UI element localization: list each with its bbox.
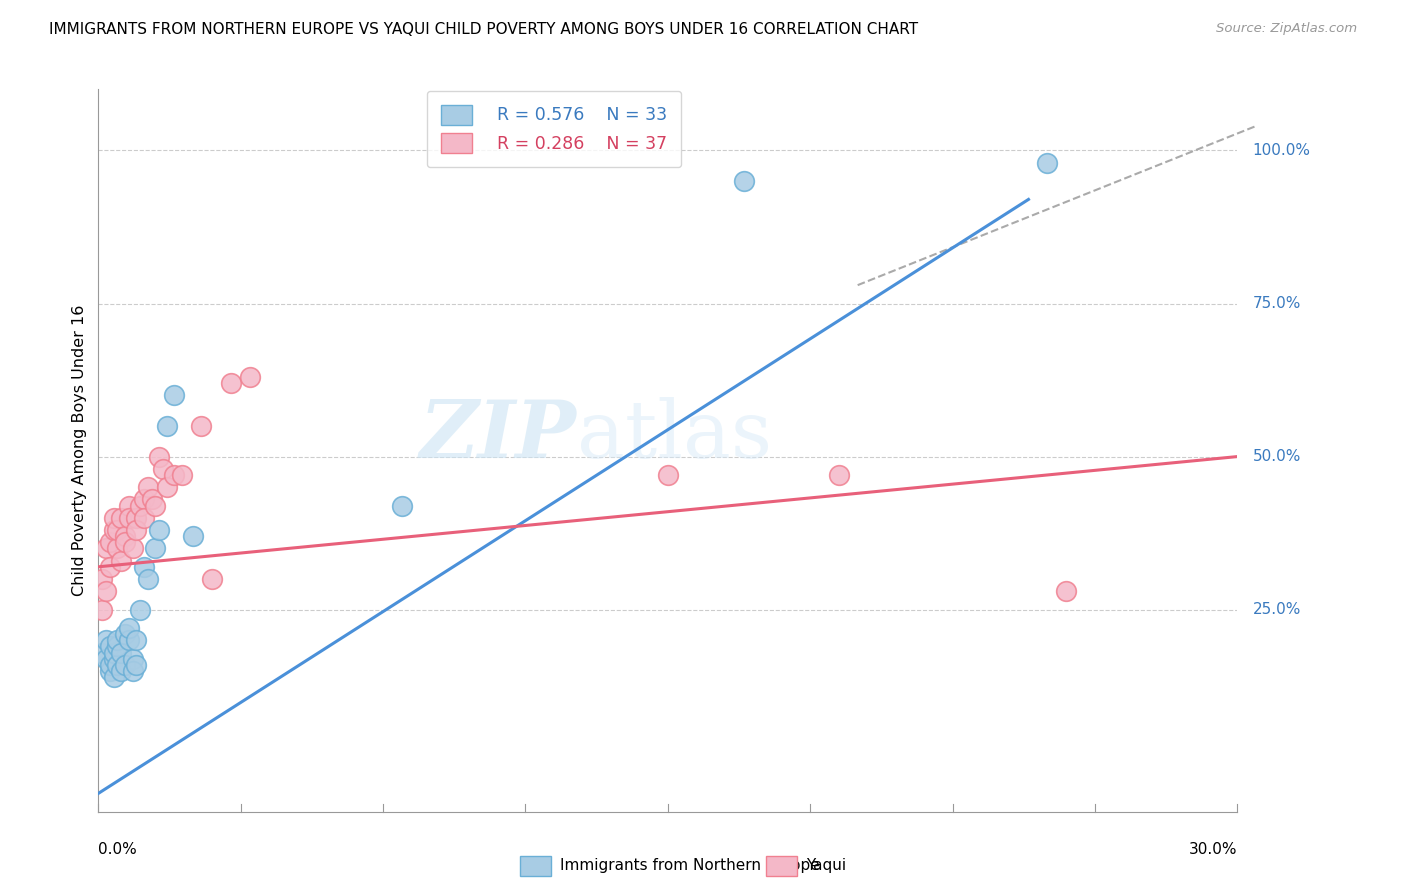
Point xyxy=(148,523,170,537)
Point xyxy=(110,646,132,660)
Point xyxy=(121,541,143,556)
Point xyxy=(156,480,179,494)
Point xyxy=(94,633,117,648)
Point xyxy=(107,523,129,537)
Point xyxy=(103,651,125,665)
Point xyxy=(121,651,143,665)
Point xyxy=(103,523,125,537)
Point xyxy=(828,467,851,482)
Text: atlas: atlas xyxy=(576,397,772,475)
Point xyxy=(114,535,136,549)
Point xyxy=(733,174,755,188)
Text: 75.0%: 75.0% xyxy=(1253,296,1301,311)
Point xyxy=(118,621,141,635)
Point xyxy=(1036,155,1059,169)
Point xyxy=(1056,584,1078,599)
Point xyxy=(125,511,148,525)
Point xyxy=(114,657,136,672)
Point xyxy=(132,559,155,574)
Point xyxy=(114,529,136,543)
Point xyxy=(94,584,117,599)
Point xyxy=(136,480,159,494)
Point xyxy=(125,633,148,648)
Text: 0.0%: 0.0% xyxy=(98,842,138,857)
Point xyxy=(129,499,152,513)
Point xyxy=(132,492,155,507)
Text: 50.0%: 50.0% xyxy=(1253,449,1301,464)
Point xyxy=(94,541,117,556)
Point xyxy=(118,633,141,648)
Point xyxy=(136,572,159,586)
Text: Yaqui: Yaqui xyxy=(806,858,846,872)
Point xyxy=(125,523,148,537)
Point xyxy=(145,499,167,513)
Text: ZIP: ZIP xyxy=(420,397,576,475)
Point xyxy=(107,640,129,654)
Point xyxy=(118,499,141,513)
Point xyxy=(156,419,179,434)
Point xyxy=(163,467,186,482)
Point xyxy=(121,664,143,678)
Point xyxy=(98,640,121,654)
Point xyxy=(110,511,132,525)
Point xyxy=(107,633,129,648)
Point xyxy=(163,388,186,402)
Point xyxy=(110,664,132,678)
Point xyxy=(125,657,148,672)
Point xyxy=(170,467,193,482)
Point xyxy=(98,535,121,549)
Point xyxy=(239,370,262,384)
Point xyxy=(132,511,155,525)
Point xyxy=(129,602,152,616)
Point xyxy=(98,559,121,574)
Point xyxy=(152,462,174,476)
Point xyxy=(110,554,132,568)
Point xyxy=(103,670,125,684)
Point xyxy=(183,529,205,543)
Point xyxy=(145,541,167,556)
Text: 30.0%: 30.0% xyxy=(1189,842,1237,857)
Point xyxy=(94,651,117,665)
Point xyxy=(114,627,136,641)
Point xyxy=(391,499,413,513)
Text: 25.0%: 25.0% xyxy=(1253,602,1301,617)
Text: Source: ZipAtlas.com: Source: ZipAtlas.com xyxy=(1216,22,1357,36)
Point xyxy=(190,419,212,434)
Text: 100.0%: 100.0% xyxy=(1253,143,1310,158)
Y-axis label: Child Poverty Among Boys Under 16: Child Poverty Among Boys Under 16 xyxy=(72,305,87,596)
Point xyxy=(221,376,243,390)
Text: Immigrants from Northern Europe: Immigrants from Northern Europe xyxy=(560,858,820,872)
Legend:   R = 0.576    N = 33,   R = 0.286    N = 37: R = 0.576 N = 33, R = 0.286 N = 37 xyxy=(427,91,681,167)
Point xyxy=(107,541,129,556)
Point xyxy=(148,450,170,464)
Text: IMMIGRANTS FROM NORTHERN EUROPE VS YAQUI CHILD POVERTY AMONG BOYS UNDER 16 CORRE: IMMIGRANTS FROM NORTHERN EUROPE VS YAQUI… xyxy=(49,22,918,37)
Point xyxy=(103,511,125,525)
Point xyxy=(91,572,114,586)
Point xyxy=(91,646,114,660)
Point xyxy=(141,492,163,507)
Point xyxy=(98,664,121,678)
Point xyxy=(91,602,114,616)
Point xyxy=(107,657,129,672)
Point xyxy=(98,657,121,672)
Point xyxy=(118,511,141,525)
Point xyxy=(201,572,224,586)
Point xyxy=(103,646,125,660)
Point xyxy=(657,467,679,482)
